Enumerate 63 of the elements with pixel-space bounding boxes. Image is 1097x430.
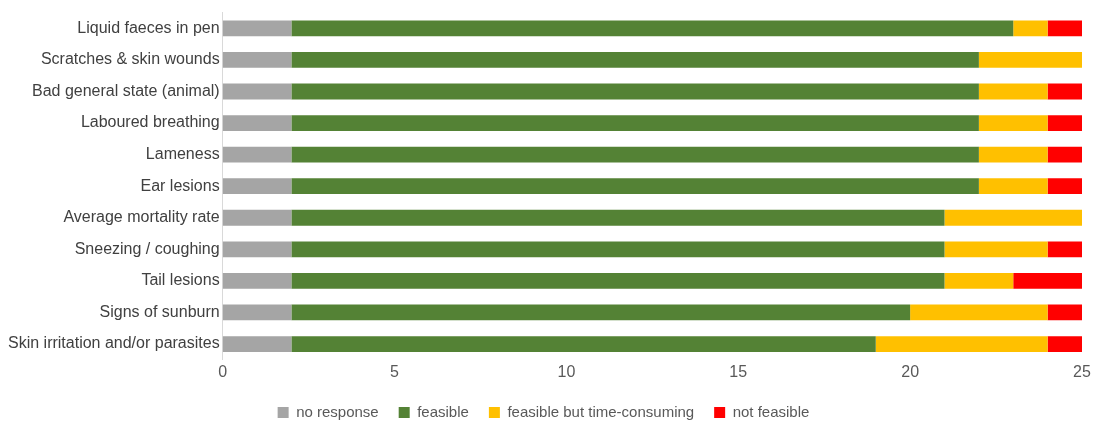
bar xyxy=(875,336,1048,352)
bar xyxy=(978,146,1048,163)
bar xyxy=(1047,146,1082,163)
bar xyxy=(978,115,1048,131)
bar xyxy=(1047,20,1082,37)
bar xyxy=(222,146,292,163)
bar xyxy=(978,178,1048,195)
y-tick-label: Sneezing / coughing xyxy=(74,239,220,257)
y-tick-label: Signs of sunburn xyxy=(99,302,220,320)
bar xyxy=(944,209,1082,226)
bar xyxy=(944,273,1014,289)
bar xyxy=(1013,20,1048,37)
bar xyxy=(1047,83,1082,100)
x-tick-label: 15 xyxy=(729,362,748,380)
x-tick-label: 25 xyxy=(1073,362,1091,380)
bar xyxy=(291,336,876,352)
y-tick-label: Bad general state (animal) xyxy=(32,81,220,99)
bar xyxy=(1047,178,1082,195)
y-tick-label: Liquid faeces in pen xyxy=(77,18,220,36)
bar xyxy=(1047,304,1082,321)
legend-label: no response xyxy=(296,402,379,420)
bar xyxy=(1013,273,1082,289)
y-tick-label: Average mortality rate xyxy=(63,208,220,226)
bar xyxy=(291,20,1014,37)
bar xyxy=(222,273,292,289)
y-tick-label: Scratches & skin wounds xyxy=(40,50,220,68)
bar xyxy=(291,273,945,289)
y-tick-label: Ear lesions xyxy=(140,176,220,194)
bar xyxy=(222,83,292,100)
bar xyxy=(944,241,1048,258)
bar xyxy=(291,52,979,68)
bar xyxy=(1047,336,1082,352)
bar xyxy=(222,20,292,37)
bar xyxy=(978,52,1082,68)
bar xyxy=(222,209,292,226)
x-tick-label: 20 xyxy=(901,362,920,380)
bar xyxy=(222,241,292,258)
bar xyxy=(1047,115,1082,131)
legend-label: feasible but time-consuming xyxy=(507,402,695,420)
bar xyxy=(910,304,1048,321)
x-tick-label: 10 xyxy=(557,362,576,380)
bar xyxy=(291,241,945,258)
bar xyxy=(291,146,979,163)
bar xyxy=(291,115,979,131)
bar xyxy=(291,178,979,195)
legend-label: not feasible xyxy=(732,402,810,420)
bar xyxy=(978,83,1048,100)
bar xyxy=(222,52,292,68)
bar xyxy=(291,83,979,100)
bar xyxy=(291,209,945,226)
bar xyxy=(1047,241,1082,258)
bar xyxy=(222,115,292,131)
y-tick-label: Skin irritation and/or parasites xyxy=(8,334,220,352)
y-tick-label: Tail lesions xyxy=(141,271,220,289)
bar xyxy=(222,336,292,352)
y-tick-label: Laboured breathing xyxy=(80,113,220,131)
bar xyxy=(222,304,292,321)
legend-label: feasible xyxy=(417,402,469,420)
x-tick-label: 5 xyxy=(390,362,400,380)
y-tick-label: Lameness xyxy=(145,145,220,163)
x-tick-label: 0 xyxy=(218,362,228,380)
bar xyxy=(291,304,911,321)
bar xyxy=(222,178,292,195)
